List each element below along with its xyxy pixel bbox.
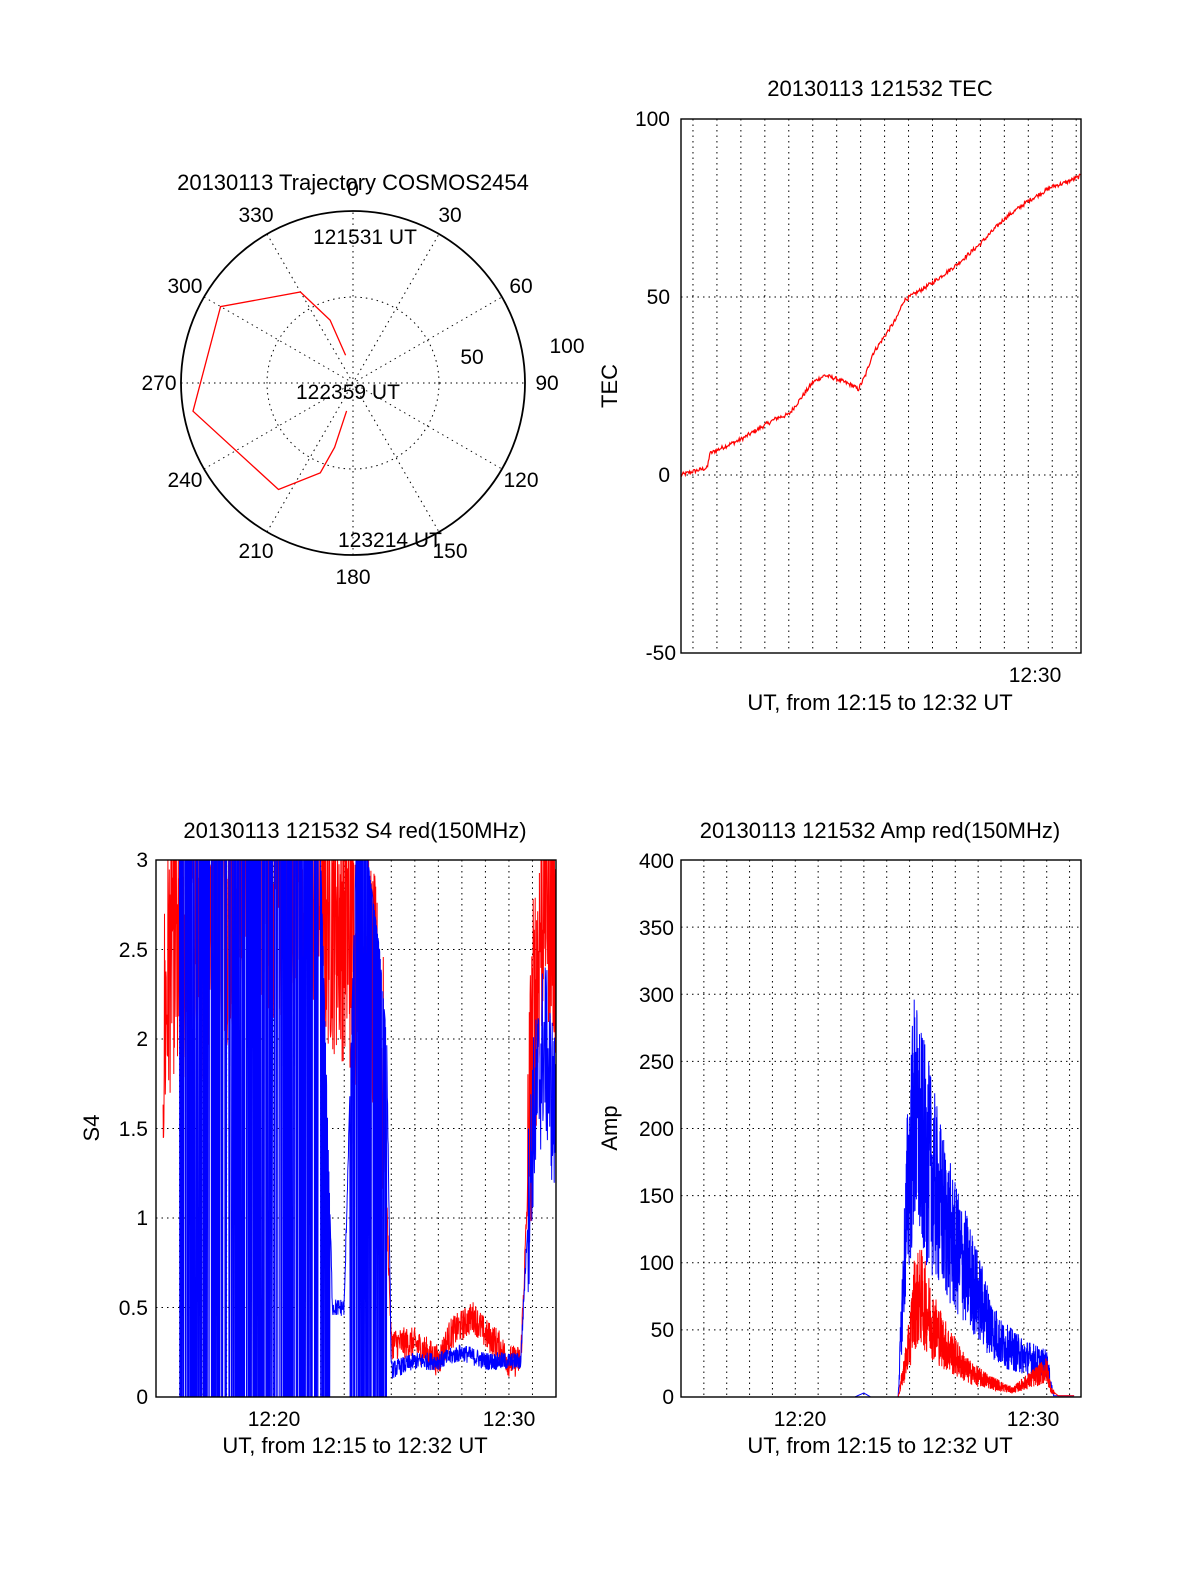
amp-ytick-150: 150 — [639, 1185, 674, 1208]
amp-ytick-50: 50 — [651, 1319, 674, 1342]
s4-series — [162, 860, 556, 1397]
azimuth-label: 120 — [503, 469, 538, 492]
amp-xtick-1230: 12:30 — [1007, 1408, 1060, 1431]
tec-ylabel: TEC — [597, 364, 622, 408]
tec-grid — [681, 118, 1081, 654]
amp-ytick-400: 400 — [639, 850, 674, 873]
s4-ytick-2: 2 — [136, 1028, 148, 1051]
tec-xtick-1230: 12:30 — [1009, 664, 1062, 687]
tec-xlabel: UT, from 12:15 to 12:32 UT — [747, 690, 1012, 715]
amp-ytick-200: 200 — [639, 1118, 674, 1141]
track-start-time: 121531 UT — [313, 226, 417, 249]
azimuth-label: 60 — [509, 275, 532, 298]
azimuth-label: 270 — [141, 372, 176, 395]
radial-label-100: 100 — [549, 335, 584, 358]
amp-ytick-250: 250 — [639, 1051, 674, 1074]
amp-ytick-100: 100 — [639, 1252, 674, 1275]
s4-ylabel: S4 — [79, 1115, 104, 1142]
s4-xlabel: UT, from 12:15 to 12:32 UT — [222, 1433, 487, 1458]
s4-xtick-1220: 12:20 — [248, 1408, 301, 1431]
azimuth-labels: 0 30 60 90 120 150 180 210 240 270 300 330 — [141, 178, 558, 589]
amp-grid — [680, 860, 1081, 1397]
amp-xtick-1220: 12:20 — [774, 1408, 827, 1431]
s4-panel: 20130113 121532 S4 red(150MHz) 0 0.5 1 1… — [79, 818, 557, 1458]
s4-ytick-0: 0 — [136, 1386, 148, 1409]
amp-ylabel: Amp — [597, 1105, 622, 1150]
s4-ytick-3: 3 — [136, 849, 148, 872]
s4-series-clip — [162, 860, 556, 1397]
amp-plot-frame — [680, 859, 1082, 1398]
polar-ring-50 — [266, 296, 440, 470]
azimuth-label: 300 — [167, 275, 202, 298]
trajectory-polar-plot: 20130113 Trajectory COSMOS2454 0 30 60 90 12… — [141, 170, 584, 589]
tec-ytick-minus50: -50 — [646, 642, 676, 665]
azimuth-label: 240 — [167, 469, 202, 492]
tec-series-line — [680, 173, 1081, 478]
amp-xlabel: UT, from 12:15 to 12:32 UT — [747, 1433, 1012, 1458]
track-mid-time: 122359 UT — [296, 381, 400, 404]
azimuth-label: 0 — [347, 178, 359, 201]
s4-plot-frame — [155, 859, 557, 1398]
azimuth-label: 30 — [438, 204, 461, 227]
trajectory-title: 20130113 Trajectory COSMOS2454 — [177, 170, 529, 195]
amp-ytick-350: 350 — [639, 917, 674, 940]
tec-title: 20130113 121532 TEC — [767, 76, 993, 101]
s4-ytick-0.5: 0.5 — [119, 1297, 148, 1320]
azimuth-label: 150 — [432, 540, 467, 563]
s4-ytick-2.5: 2.5 — [119, 939, 148, 962]
track-end-time: 123214 UT — [338, 529, 442, 552]
tec-panel: 20130113 121532 TEC 100 50 0 -50 12:30 U… — [597, 76, 1082, 715]
tec-ytick-100: 100 — [635, 108, 670, 131]
amp-panel: 20130113 121532 Amp red(150MHz) 0 50 100… — [597, 818, 1082, 1458]
s4-ytick-1: 1 — [136, 1207, 148, 1230]
s4-xtick-1230: 12:30 — [483, 1408, 536, 1431]
s4-blue-series — [179, 860, 556, 1397]
azimuth-label: 210 — [238, 540, 273, 563]
tec-plot-frame — [680, 118, 1082, 654]
polar-outer-circle — [180, 210, 526, 556]
radial-label-50: 50 — [460, 346, 483, 369]
polar-grid — [181, 211, 525, 555]
azimuth-label: 330 — [238, 204, 273, 227]
azimuth-label: 90 — [535, 372, 558, 395]
s4-ytick-1.5: 1.5 — [119, 1118, 148, 1141]
tec-ytick-50: 50 — [647, 286, 670, 309]
azimuth-label: 180 — [335, 566, 370, 589]
trajectory-track-line — [192, 291, 348, 491]
amp-title: 20130113 121532 Amp red(150MHz) — [700, 818, 1060, 843]
amp-ytick-300: 300 — [639, 984, 674, 1007]
amp-ytick-0: 0 — [662, 1386, 674, 1409]
polar-spoke — [266, 233, 440, 533]
tec-ytick-0: 0 — [658, 464, 670, 487]
s4-title: 20130113 121532 S4 red(150MHz) — [183, 818, 526, 843]
